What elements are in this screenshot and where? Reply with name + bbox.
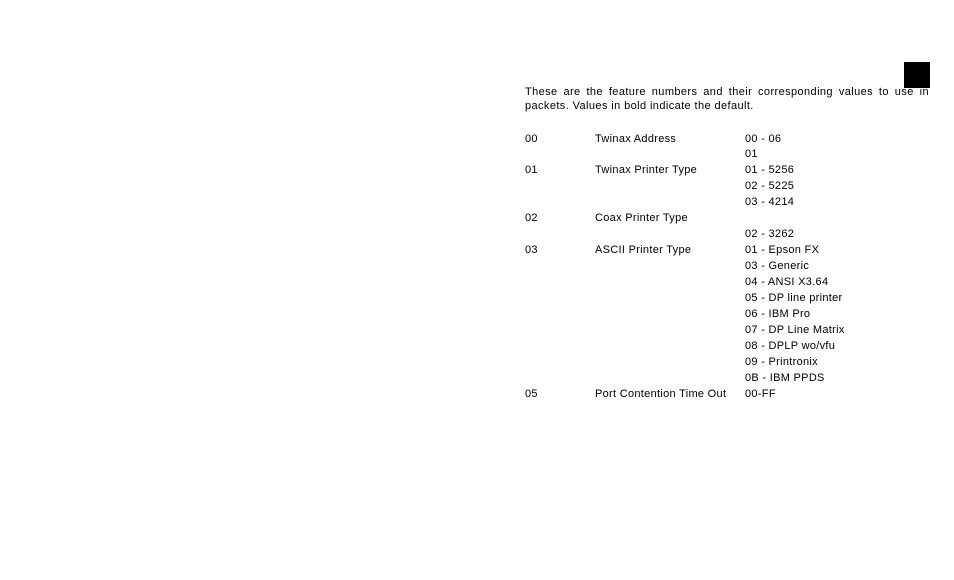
feature-name [595, 355, 745, 371]
feature-number [525, 179, 595, 195]
table-row: 04 - ANSI X3.64 [525, 275, 929, 291]
feature-value: 01 - 5256 [745, 163, 929, 179]
feature-number: 00 [525, 132, 595, 148]
table-row: 02Coax Printer Type [525, 211, 929, 227]
feature-number [525, 275, 595, 291]
feature-name [595, 307, 745, 323]
table-row: 03 - Generic [525, 259, 929, 275]
feature-number [525, 227, 595, 243]
feature-name [595, 339, 745, 355]
table-row: 01Twinax Printer Type01 - 5256 [525, 163, 929, 179]
feature-value: 02 - 5225 [745, 179, 929, 195]
feature-value: 09 - Printronix [745, 355, 929, 371]
feature-number: 02 [525, 211, 595, 227]
feature-name [595, 275, 745, 291]
table-row: 00Twinax Address00 - 06 [525, 132, 929, 148]
table-row: 08 - DPLP wo/vfu [525, 339, 929, 355]
page-marker [904, 62, 930, 88]
feature-name [595, 291, 745, 307]
feature-name: Coax Printer Type [595, 211, 745, 227]
feature-name: Twinax Address [595, 132, 745, 148]
feature-value: 01 - Epson FX [745, 243, 929, 259]
table-row: 09 - Printronix [525, 355, 929, 371]
feature-value: 0B - IBM PPDS [745, 371, 929, 387]
feature-name [595, 259, 745, 275]
table-row: 03 - 4214 [525, 195, 929, 211]
feature-number [525, 291, 595, 307]
table-row: 05 - DP line printer [525, 291, 929, 307]
feature-name [595, 179, 745, 195]
feature-number: 05 [525, 387, 595, 403]
table-row: 03ASCII Printer Type01 - Epson FX [525, 243, 929, 259]
feature-value: 08 - DPLP wo/vfu [745, 339, 929, 355]
feature-name: Twinax Printer Type [595, 163, 745, 179]
feature-number [525, 259, 595, 275]
feature-value: 06 - IBM Pro [745, 307, 929, 323]
feature-number [525, 195, 595, 211]
page: These are the feature numbers and their … [0, 0, 954, 580]
feature-number [525, 355, 595, 371]
feature-name [595, 147, 745, 163]
feature-value: 02 - 3262 [745, 227, 929, 243]
feature-name [595, 227, 745, 243]
table-row: 07 - DP Line Matrix [525, 323, 929, 339]
feature-number [525, 323, 595, 339]
feature-number [525, 307, 595, 323]
feature-value: 04 - ANSI X3.64 [745, 275, 929, 291]
feature-number: 01 [525, 163, 595, 179]
feature-value: 07 - DP Line Matrix [745, 323, 929, 339]
feature-name: Port Contention Time Out [595, 387, 745, 403]
feature-value: 03 - Generic [745, 259, 929, 275]
feature-name: ASCII Printer Type [595, 243, 745, 259]
feature-value: 05 - DP line printer [745, 291, 929, 307]
table-row: 02 - 5225 [525, 179, 929, 195]
feature-number [525, 147, 595, 163]
table-row: 06 - IBM Pro [525, 307, 929, 323]
feature-number: 03 [525, 243, 595, 259]
feature-number [525, 371, 595, 387]
feature-table: 00Twinax Address00 - 060101Twinax Printe… [525, 132, 929, 403]
table-row: 05Port Contention Time Out00-FF [525, 387, 929, 403]
feature-value: 00-FF [745, 387, 929, 403]
feature-value: 03 - 4214 [745, 195, 929, 211]
feature-value: 01 [745, 147, 929, 163]
table-row: 01 [525, 147, 929, 163]
feature-number [525, 339, 595, 355]
feature-value [745, 211, 929, 227]
table-row: 02 - 3262 [525, 227, 929, 243]
table-row: 0B - IBM PPDS [525, 371, 929, 387]
feature-name [595, 371, 745, 387]
content-block: These are the feature numbers and their … [525, 86, 929, 402]
feature-name [595, 195, 745, 211]
intro-text: These are the feature numbers and their … [525, 86, 929, 114]
feature-value: 00 - 06 [745, 132, 929, 148]
feature-name [595, 323, 745, 339]
